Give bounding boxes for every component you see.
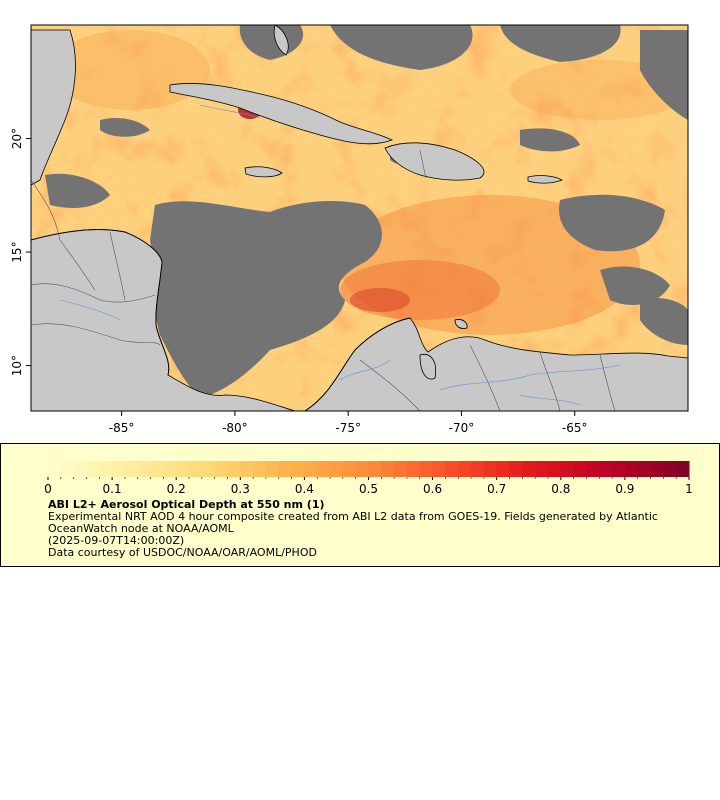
colorbar-tick-label: 0.2 bbox=[167, 482, 186, 496]
x-tick-label: -75° bbox=[335, 421, 361, 435]
legend-panel: 0 0.1 0.2 0.3 0.4 0.5 0.6 0.7 0.8 0.9 1 ABI L2+ Ae… bbox=[0, 443, 720, 567]
colorbar-tick-label: 0.1 bbox=[103, 482, 122, 496]
yucatan-land bbox=[31, 29, 76, 186]
x-tick-label: -65° bbox=[562, 421, 588, 435]
colorbar-cell bbox=[547, 461, 562, 477]
colorbar-cell bbox=[432, 461, 446, 477]
colorbar-cell bbox=[201, 461, 216, 477]
legend-description: Experimental NRT AOD 4 hour composite cr… bbox=[48, 510, 658, 535]
x-tick-label: -70° bbox=[449, 421, 475, 435]
colorbar-tick-label: 0.6 bbox=[423, 482, 442, 496]
map-frame bbox=[30, 24, 689, 412]
latitude-axis: 20° 15° 10° bbox=[10, 128, 31, 376]
colorbar-tick-label: 0 bbox=[44, 482, 52, 496]
y-tick-label: 10° bbox=[10, 355, 24, 376]
colorbar-cell bbox=[535, 461, 549, 477]
colorbar-cell bbox=[650, 461, 664, 477]
colorbar-cell bbox=[483, 461, 498, 477]
colorbar-tick-label: 1 bbox=[685, 482, 693, 496]
x-tick-label: -80° bbox=[222, 421, 248, 435]
colorbar-cell bbox=[445, 461, 459, 477]
rivers bbox=[59, 104, 621, 406]
colorbar-cell bbox=[612, 461, 626, 477]
colorbar-ticks: 0 0.1 0.2 0.3 0.4 0.5 0.6 0.7 0.8 0.9 1 bbox=[44, 477, 693, 496]
aod-map: -85° -80° -75° -70° -65° 20° 15° 10° bbox=[10, 24, 689, 435]
colorbar-tick-label: 0.8 bbox=[551, 482, 570, 496]
y-tick-label: 15° bbox=[10, 241, 24, 262]
longitude-axis: -85° -80° -75° -70° -65° bbox=[109, 411, 588, 435]
colorbar-cell bbox=[291, 461, 305, 477]
colorbar-cell bbox=[112, 461, 126, 477]
colorbar-cell bbox=[189, 461, 203, 477]
legend-text-block: ABI L2+ Aerosol Optical Depth at 550 nm … bbox=[48, 499, 698, 559]
trinidad-land bbox=[454, 319, 468, 329]
colorbar-cell bbox=[458, 461, 472, 477]
colorbar-cell bbox=[330, 461, 344, 477]
colorbar-cell bbox=[73, 461, 87, 477]
colorbar-cell bbox=[573, 461, 587, 477]
colorbar-tick-label: 0.9 bbox=[615, 482, 634, 496]
legend-credit: Data courtesy of USDOC/NOAA/OAR/AOML/PHO… bbox=[48, 546, 317, 559]
colorbar-cell bbox=[496, 461, 511, 477]
colorbar: 0 0.1 0.2 0.3 0.4 0.5 0.6 0.7 0.8 0.9 1 bbox=[44, 461, 693, 496]
colorbar-cell bbox=[278, 461, 293, 477]
x-tick-label: -85° bbox=[109, 421, 135, 435]
colorbar-cell bbox=[48, 461, 62, 477]
colorbar-cell bbox=[663, 461, 677, 477]
hispaniola-land bbox=[384, 142, 485, 181]
colorbar-cell bbox=[214, 461, 228, 477]
puerto-rico-land bbox=[527, 175, 563, 184]
colorbar-cell bbox=[471, 461, 485, 477]
colorbar-tick-label: 0.5 bbox=[359, 482, 378, 496]
colorbar-cell bbox=[253, 461, 267, 477]
colorbar-cell bbox=[355, 461, 369, 477]
colorbar-cell bbox=[265, 461, 280, 477]
colorbar-cell bbox=[60, 461, 75, 477]
colorbar-cell bbox=[137, 461, 152, 477]
cuba-land bbox=[169, 83, 394, 145]
colorbar-cell bbox=[240, 461, 254, 477]
colorbar-cell bbox=[368, 461, 382, 477]
colorbar-cell bbox=[124, 461, 139, 477]
colorbar-cell bbox=[406, 461, 421, 477]
colorbar-cell bbox=[381, 461, 395, 477]
colorbar-cell bbox=[522, 461, 536, 477]
y-tick-label: 20° bbox=[10, 128, 24, 149]
map-plot-area bbox=[31, 25, 688, 411]
legend-timestamp: (2025-09-07T14:00:00Z) bbox=[48, 534, 185, 547]
colorbar-cell bbox=[99, 461, 113, 477]
bahamas-land bbox=[273, 25, 289, 56]
colorbar-cell bbox=[227, 461, 241, 477]
colorbar-cell bbox=[342, 461, 357, 477]
colorbar-cell bbox=[509, 461, 523, 477]
colorbar-cell bbox=[304, 461, 318, 477]
colorbar-cell bbox=[599, 461, 613, 477]
curacao-land bbox=[419, 353, 437, 380]
colorbar-cell bbox=[676, 461, 690, 477]
colorbar-tick-label: 0.4 bbox=[295, 482, 314, 496]
colorbar-cell bbox=[637, 461, 652, 477]
colorbar-cell bbox=[317, 461, 331, 477]
colorbar-cells bbox=[48, 461, 690, 477]
coastlines bbox=[31, 229, 411, 411]
colorbar-cell bbox=[176, 461, 190, 477]
jamaica-land bbox=[244, 166, 283, 178]
colorbar-cell bbox=[86, 461, 100, 477]
colorbar-cell bbox=[163, 461, 177, 477]
colorbar-cell bbox=[624, 461, 639, 477]
legend-title: ABI L2+ Aerosol Optical Depth at 550 nm … bbox=[48, 498, 325, 511]
colorbar-tick-label: 0.7 bbox=[487, 482, 506, 496]
colorbar-cell bbox=[150, 461, 164, 477]
colorbar-tick-label: 0.3 bbox=[231, 482, 250, 496]
colorbar-cell bbox=[419, 461, 434, 477]
colorbar-cell bbox=[560, 461, 575, 477]
colorbar-cell bbox=[394, 461, 408, 477]
colorbar-cell bbox=[586, 461, 600, 477]
